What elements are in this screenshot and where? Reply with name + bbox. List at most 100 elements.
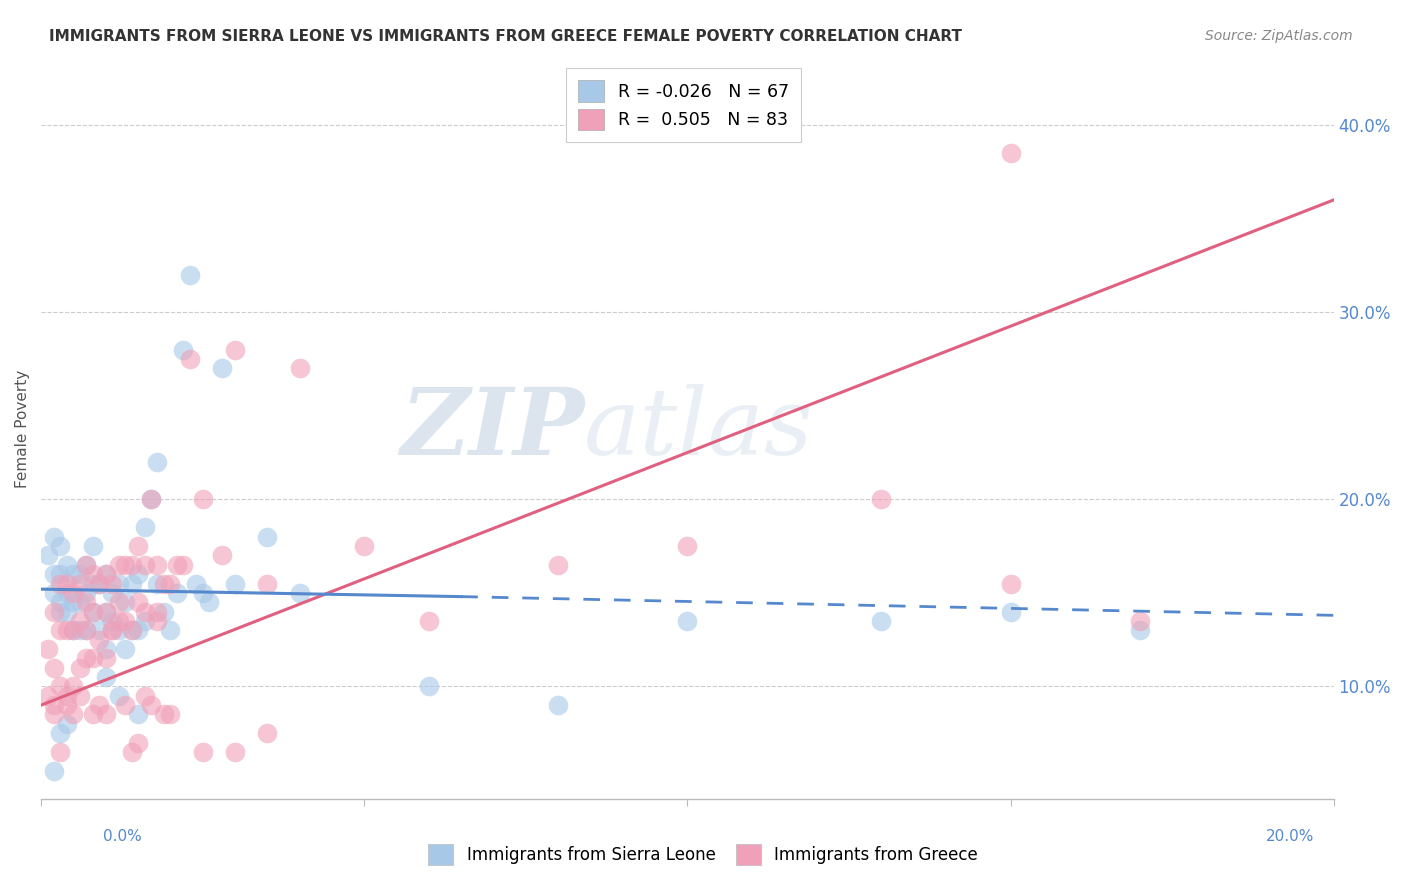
- Point: [62, 624, 84, 638]
- Point: [114, 698, 136, 713]
- Point: [211, 361, 233, 376]
- Point: [75, 624, 97, 638]
- Point: [127, 567, 149, 582]
- Point: [82, 605, 104, 619]
- Point: [82, 605, 104, 619]
- Point: [134, 558, 156, 572]
- Point: [418, 614, 440, 628]
- Point: [418, 680, 440, 694]
- Point: [49, 539, 72, 553]
- Point: [121, 576, 143, 591]
- Point: [49, 726, 72, 740]
- Point: [37, 549, 59, 563]
- Point: [42, 764, 65, 778]
- Point: [256, 576, 278, 591]
- Point: [139, 492, 162, 507]
- Point: [42, 605, 65, 619]
- Point: [224, 745, 246, 759]
- Point: [82, 567, 104, 582]
- Point: [75, 586, 97, 600]
- Point: [159, 576, 181, 591]
- Point: [172, 558, 194, 572]
- Point: [256, 530, 278, 544]
- Point: [56, 586, 79, 600]
- Point: [114, 595, 136, 609]
- Point: [114, 614, 136, 628]
- Point: [49, 745, 72, 759]
- Point: [37, 689, 59, 703]
- Point: [191, 745, 214, 759]
- Point: [101, 576, 124, 591]
- Point: [107, 614, 129, 628]
- Point: [1129, 614, 1152, 628]
- Point: [127, 735, 149, 749]
- Point: [172, 343, 194, 357]
- Point: [75, 624, 97, 638]
- Point: [94, 605, 117, 619]
- Point: [56, 558, 79, 572]
- Text: Source: ZipAtlas.com: Source: ZipAtlas.com: [1205, 29, 1353, 43]
- Point: [94, 670, 117, 684]
- Point: [42, 661, 65, 675]
- Point: [121, 745, 143, 759]
- Point: [49, 576, 72, 591]
- Point: [134, 520, 156, 534]
- Point: [56, 716, 79, 731]
- Point: [94, 567, 117, 582]
- Point: [179, 351, 201, 366]
- Point: [676, 614, 699, 628]
- Point: [75, 651, 97, 665]
- Point: [107, 558, 129, 572]
- Point: [107, 624, 129, 638]
- Point: [69, 576, 91, 591]
- Text: 0.0%: 0.0%: [103, 830, 142, 844]
- Point: [42, 586, 65, 600]
- Point: [94, 605, 117, 619]
- Text: atlas: atlas: [583, 384, 814, 475]
- Point: [62, 624, 84, 638]
- Legend: R = -0.026   N = 67, R =  0.505   N = 83: R = -0.026 N = 67, R = 0.505 N = 83: [567, 69, 801, 142]
- Point: [198, 595, 221, 609]
- Point: [159, 624, 181, 638]
- Point: [62, 567, 84, 582]
- Point: [69, 567, 91, 582]
- Point: [89, 632, 111, 647]
- Point: [127, 624, 149, 638]
- Point: [224, 576, 246, 591]
- Point: [146, 605, 169, 619]
- Point: [94, 651, 117, 665]
- Point: [89, 576, 111, 591]
- Point: [62, 586, 84, 600]
- Point: [101, 614, 124, 628]
- Point: [101, 586, 124, 600]
- Point: [94, 567, 117, 582]
- Point: [179, 268, 201, 282]
- Point: [159, 707, 181, 722]
- Point: [288, 361, 311, 376]
- Point: [82, 651, 104, 665]
- Point: [82, 539, 104, 553]
- Point: [69, 689, 91, 703]
- Point: [89, 576, 111, 591]
- Point: [75, 595, 97, 609]
- Point: [114, 642, 136, 657]
- Text: IMMIGRANTS FROM SIERRA LEONE VS IMMIGRANTS FROM GREECE FEMALE POVERTY CORRELATIO: IMMIGRANTS FROM SIERRA LEONE VS IMMIGRAN…: [49, 29, 962, 44]
- Point: [82, 707, 104, 722]
- Point: [121, 558, 143, 572]
- Point: [69, 595, 91, 609]
- Point: [1000, 605, 1022, 619]
- Point: [153, 605, 176, 619]
- Point: [107, 576, 129, 591]
- Point: [870, 492, 893, 507]
- Point: [101, 624, 124, 638]
- Point: [82, 576, 104, 591]
- Point: [127, 707, 149, 722]
- Point: [69, 661, 91, 675]
- Point: [42, 707, 65, 722]
- Point: [146, 614, 169, 628]
- Y-axis label: Female Poverty: Female Poverty: [15, 370, 30, 488]
- Point: [127, 539, 149, 553]
- Point: [211, 549, 233, 563]
- Point: [101, 624, 124, 638]
- Point: [89, 624, 111, 638]
